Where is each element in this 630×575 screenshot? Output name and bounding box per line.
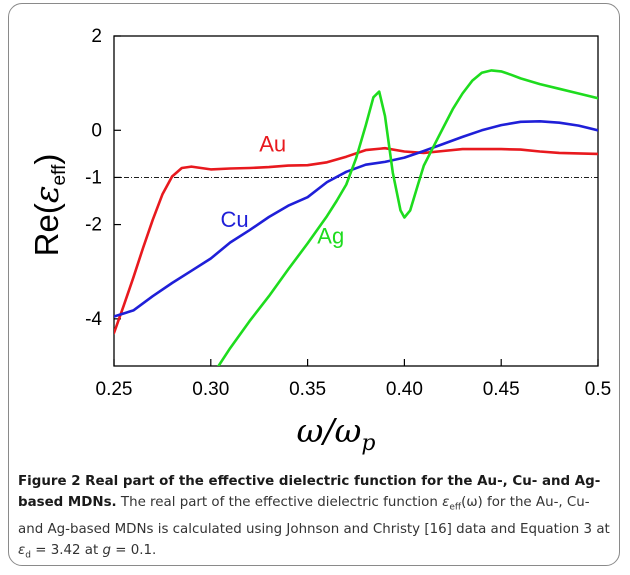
y-axis-label: Re(εeff) (27, 154, 70, 257)
plot-axes: 0.25 0.30 0.35 0.40 0.45 0.5 2 0 -1 -2 -4 (85, 26, 611, 400)
y-tick-label: -2 (85, 215, 102, 236)
caption-omega-arg: (ω) (461, 495, 483, 510)
x-tick-label: 0.5 (585, 379, 611, 400)
figure-caption: Figure 2 Real part of the effective diel… (18, 471, 613, 566)
caption-body-1: The real part of the effective dielectri… (116, 495, 443, 510)
x-tick-label: 0.30 (192, 379, 229, 400)
caption-eq-d: = 3.42 at (30, 542, 103, 558)
y-tick-label: 0 (91, 120, 102, 141)
axis-frame (113, 35, 599, 367)
x-tick-label: 0.40 (386, 379, 423, 400)
caption-body-2: for the Au-, Cu- and Ag-based MDNs is ca… (18, 495, 610, 537)
caption-eq-g: = 0.1. (111, 542, 157, 558)
caption-d-subscript: d (25, 550, 31, 561)
series-label-au: Au (259, 132, 286, 157)
series-line-ag (217, 69, 598, 366)
series-line-au (114, 146, 598, 335)
caption-title: Figure 2 Real part of the effective diel… (18, 474, 601, 510)
series-label-cu: Cu (220, 207, 248, 232)
series-line-cu (114, 120, 598, 318)
caption-eps-symbol: ε (442, 495, 450, 510)
y-tick-label: 2 (91, 26, 102, 47)
x-tick-label: 0.45 (483, 379, 520, 400)
x-tick-label: 0.35 (289, 379, 326, 400)
x-tick-label: 0.25 (96, 379, 133, 400)
x-axis-label: ω/ωp (296, 411, 375, 456)
series-layer: Au Cu Ag (114, 69, 598, 366)
caption-g-symbol: g (102, 542, 112, 558)
caption-eff-subscript: eff (449, 502, 462, 513)
figure-frame (8, 3, 620, 566)
y-tick-label: -1 (85, 167, 102, 188)
caption-eps-symbol-2: ε (18, 542, 26, 558)
series-label-ag: Ag (317, 223, 344, 248)
chart: 0.25 0.30 0.35 0.40 0.45 0.5 2 0 -1 -2 -4 Au Cu Ag ω… (27, 26, 611, 456)
y-tick-label: -4 (85, 309, 102, 330)
